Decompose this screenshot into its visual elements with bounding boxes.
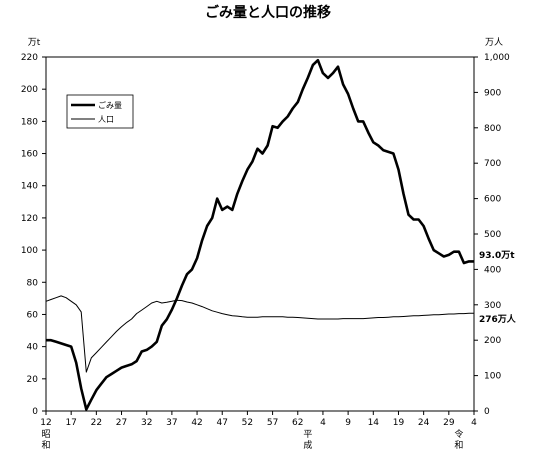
- right-tick-label: 500: [484, 230, 501, 240]
- right-tick-label: 300: [484, 301, 501, 311]
- legend-label-population: 人口: [98, 115, 114, 124]
- x-tick-label: 4: [320, 418, 326, 428]
- left-tick-label: 200: [21, 85, 38, 95]
- x-tick-label: 19: [393, 418, 405, 428]
- era-label-char: 令: [454, 428, 463, 440]
- left-tick-label: 100: [21, 246, 38, 256]
- x-tick-label: 42: [191, 418, 202, 428]
- era-label-char: 昭: [41, 429, 50, 440]
- right-tick-label: 900: [484, 88, 501, 98]
- left-tick-label: 40: [27, 343, 39, 353]
- x-tick-label: 29: [443, 418, 455, 428]
- left-tick-label: 160: [21, 150, 38, 160]
- legend: ごみ量 人口: [66, 94, 134, 129]
- x-tick-label: 24: [418, 418, 430, 428]
- legend-label-garbage: ごみ量: [98, 100, 122, 110]
- x-tick-label: 14: [368, 418, 380, 428]
- era-label-char: 和: [41, 440, 50, 451]
- left-tick-label: 220: [21, 53, 38, 63]
- x-tick-label: 17: [65, 418, 76, 428]
- x-tick-label: 12: [40, 418, 51, 428]
- legend-box: [66, 94, 134, 129]
- x-tick-label: 57: [267, 418, 278, 428]
- x-tick-label: 9: [345, 418, 351, 428]
- era-label-char: 平: [303, 429, 312, 440]
- x-tick-label: 47: [217, 418, 228, 428]
- series-layer: [45, 58, 474, 411]
- left-tick-label: 0: [32, 407, 38, 417]
- x-tick-label: 22: [91, 418, 102, 428]
- x-tick-label: 52: [242, 418, 253, 428]
- right-tick-label: 800: [484, 124, 501, 134]
- right-tick-label: 600: [484, 195, 501, 205]
- x-tick-label: 27: [116, 418, 127, 428]
- right-tick-label: 100: [484, 372, 501, 382]
- x-tick-label: 4: [471, 418, 477, 428]
- left-tick-label: 80: [27, 278, 39, 288]
- axis-layer: 0 20 40 60 80 100 120 140 160 180 200 220 0 100 200 300…: [21, 53, 510, 451]
- garbage-end-label: 93.0万t: [479, 250, 515, 261]
- era-label-char: 成: [303, 439, 312, 451]
- x-tick-label: 37: [166, 418, 177, 428]
- chart-title: ごみ量と人口の推移: [205, 4, 331, 21]
- population-end-label: 276万人: [479, 313, 517, 325]
- population-series-line: [45, 295, 474, 373]
- left-axis-unit: 万t: [28, 38, 41, 48]
- left-tick-label: 120: [21, 214, 38, 224]
- x-tick-label: 62: [292, 418, 303, 428]
- left-tick-label: 60: [27, 310, 39, 320]
- left-tick-label: 180: [21, 117, 38, 127]
- right-tick-label: 200: [484, 336, 501, 346]
- x-tick-label: 32: [141, 418, 152, 428]
- era-label-char: 和: [454, 440, 463, 451]
- right-tick-label: 1,000: [484, 53, 510, 63]
- right-tick-label: 700: [484, 159, 501, 169]
- right-axis-unit: 万人: [485, 37, 503, 48]
- right-tick-label: 400: [484, 265, 501, 275]
- garbage-series-line: [46, 58, 474, 411]
- right-tick-label: 0: [484, 407, 490, 417]
- left-tick-label: 140: [21, 182, 38, 192]
- left-tick-label: 20: [27, 375, 39, 385]
